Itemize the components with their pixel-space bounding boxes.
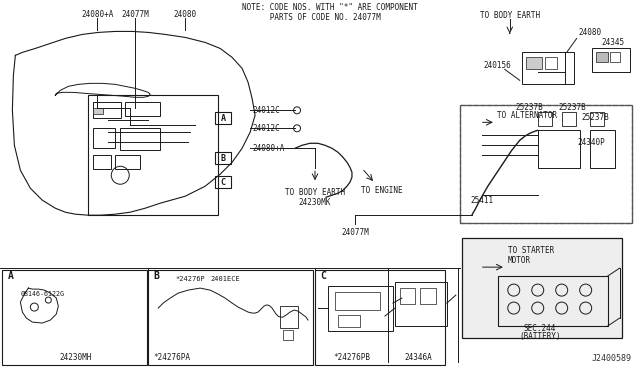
Text: J2400589: J2400589 <box>591 353 632 363</box>
Text: TO ENGINE: TO ENGINE <box>361 186 403 195</box>
Text: B: B <box>221 154 226 163</box>
Text: TO STARTER: TO STARTER <box>508 246 554 255</box>
Bar <box>400 288 415 304</box>
Text: (BATTERY): (BATTERY) <box>519 331 561 340</box>
Text: A: A <box>8 271 13 281</box>
Text: 24080+A: 24080+A <box>81 10 113 19</box>
Text: MOTOR: MOTOR <box>508 256 531 264</box>
Bar <box>93 128 115 148</box>
Text: C: C <box>221 178 226 187</box>
Bar <box>280 306 298 328</box>
Text: 24230MH: 24230MH <box>59 353 92 362</box>
Text: 25411: 25411 <box>470 196 493 205</box>
Bar <box>283 330 293 340</box>
Text: 24346A: 24346A <box>404 353 432 362</box>
Bar <box>215 112 231 124</box>
Text: 240156: 240156 <box>484 61 511 70</box>
Text: SEC.244: SEC.244 <box>524 324 556 333</box>
Bar <box>589 112 604 126</box>
Text: A: A <box>221 114 226 123</box>
Bar <box>522 52 573 84</box>
Bar <box>525 57 541 69</box>
Bar <box>148 270 313 365</box>
Bar <box>395 282 447 326</box>
Bar <box>315 270 445 365</box>
Text: C: C <box>320 271 326 281</box>
Bar <box>420 288 436 304</box>
Bar <box>125 102 160 116</box>
Text: 24080+A: 24080+A <box>252 144 284 153</box>
Bar <box>460 105 632 223</box>
Bar <box>462 238 621 338</box>
Text: TO BODY EARTH: TO BODY EARTH <box>480 11 540 20</box>
Text: 24345: 24345 <box>601 38 624 47</box>
Bar <box>3 270 147 365</box>
Bar <box>591 48 630 73</box>
Bar <box>545 57 557 69</box>
Text: NOTE: CODE NOS. WITH "*" ARE COMPONENT
      PARTS OF CODE NO. 24077M: NOTE: CODE NOS. WITH "*" ARE COMPONENT P… <box>242 3 418 22</box>
Text: TO BODY EARTH: TO BODY EARTH <box>285 188 345 197</box>
Text: 24012C: 24012C <box>252 106 280 115</box>
Bar <box>538 112 552 126</box>
Text: 24080: 24080 <box>173 10 196 19</box>
Text: 25237B: 25237B <box>582 113 609 122</box>
Bar <box>328 286 393 331</box>
Bar <box>120 128 160 150</box>
Bar <box>93 155 111 169</box>
Text: 24077M: 24077M <box>122 10 149 19</box>
Bar <box>115 155 140 169</box>
Bar <box>335 292 380 310</box>
Text: *24276PA: *24276PA <box>154 353 191 362</box>
Text: *24276P: *24276P <box>175 276 205 282</box>
Bar <box>610 52 620 62</box>
Bar <box>215 176 231 188</box>
Text: *24276PB: *24276PB <box>333 353 370 362</box>
Text: 24080: 24080 <box>578 28 601 37</box>
Text: 25237B: 25237B <box>559 103 587 112</box>
Text: B: B <box>153 271 159 281</box>
Bar <box>88 95 218 215</box>
Bar <box>215 152 231 164</box>
Text: 24012C: 24012C <box>252 124 280 133</box>
Bar <box>338 315 360 327</box>
Bar <box>460 105 632 223</box>
Text: 2401ECE: 2401ECE <box>210 276 240 282</box>
Bar <box>93 108 103 114</box>
Text: 24077M: 24077M <box>341 228 369 237</box>
Bar <box>93 102 121 118</box>
Text: 25237B: 25237B <box>516 103 543 112</box>
Text: 0B146-6122G: 0B146-6122G <box>20 291 65 297</box>
Bar <box>538 130 580 168</box>
Text: TO ALTERNATOR: TO ALTERNATOR <box>497 111 557 120</box>
Bar <box>589 130 614 168</box>
Text: 24340P: 24340P <box>578 138 605 147</box>
Bar <box>498 276 607 326</box>
Text: 24230MK: 24230MK <box>299 198 331 207</box>
Bar <box>596 52 607 62</box>
Bar <box>562 112 576 126</box>
